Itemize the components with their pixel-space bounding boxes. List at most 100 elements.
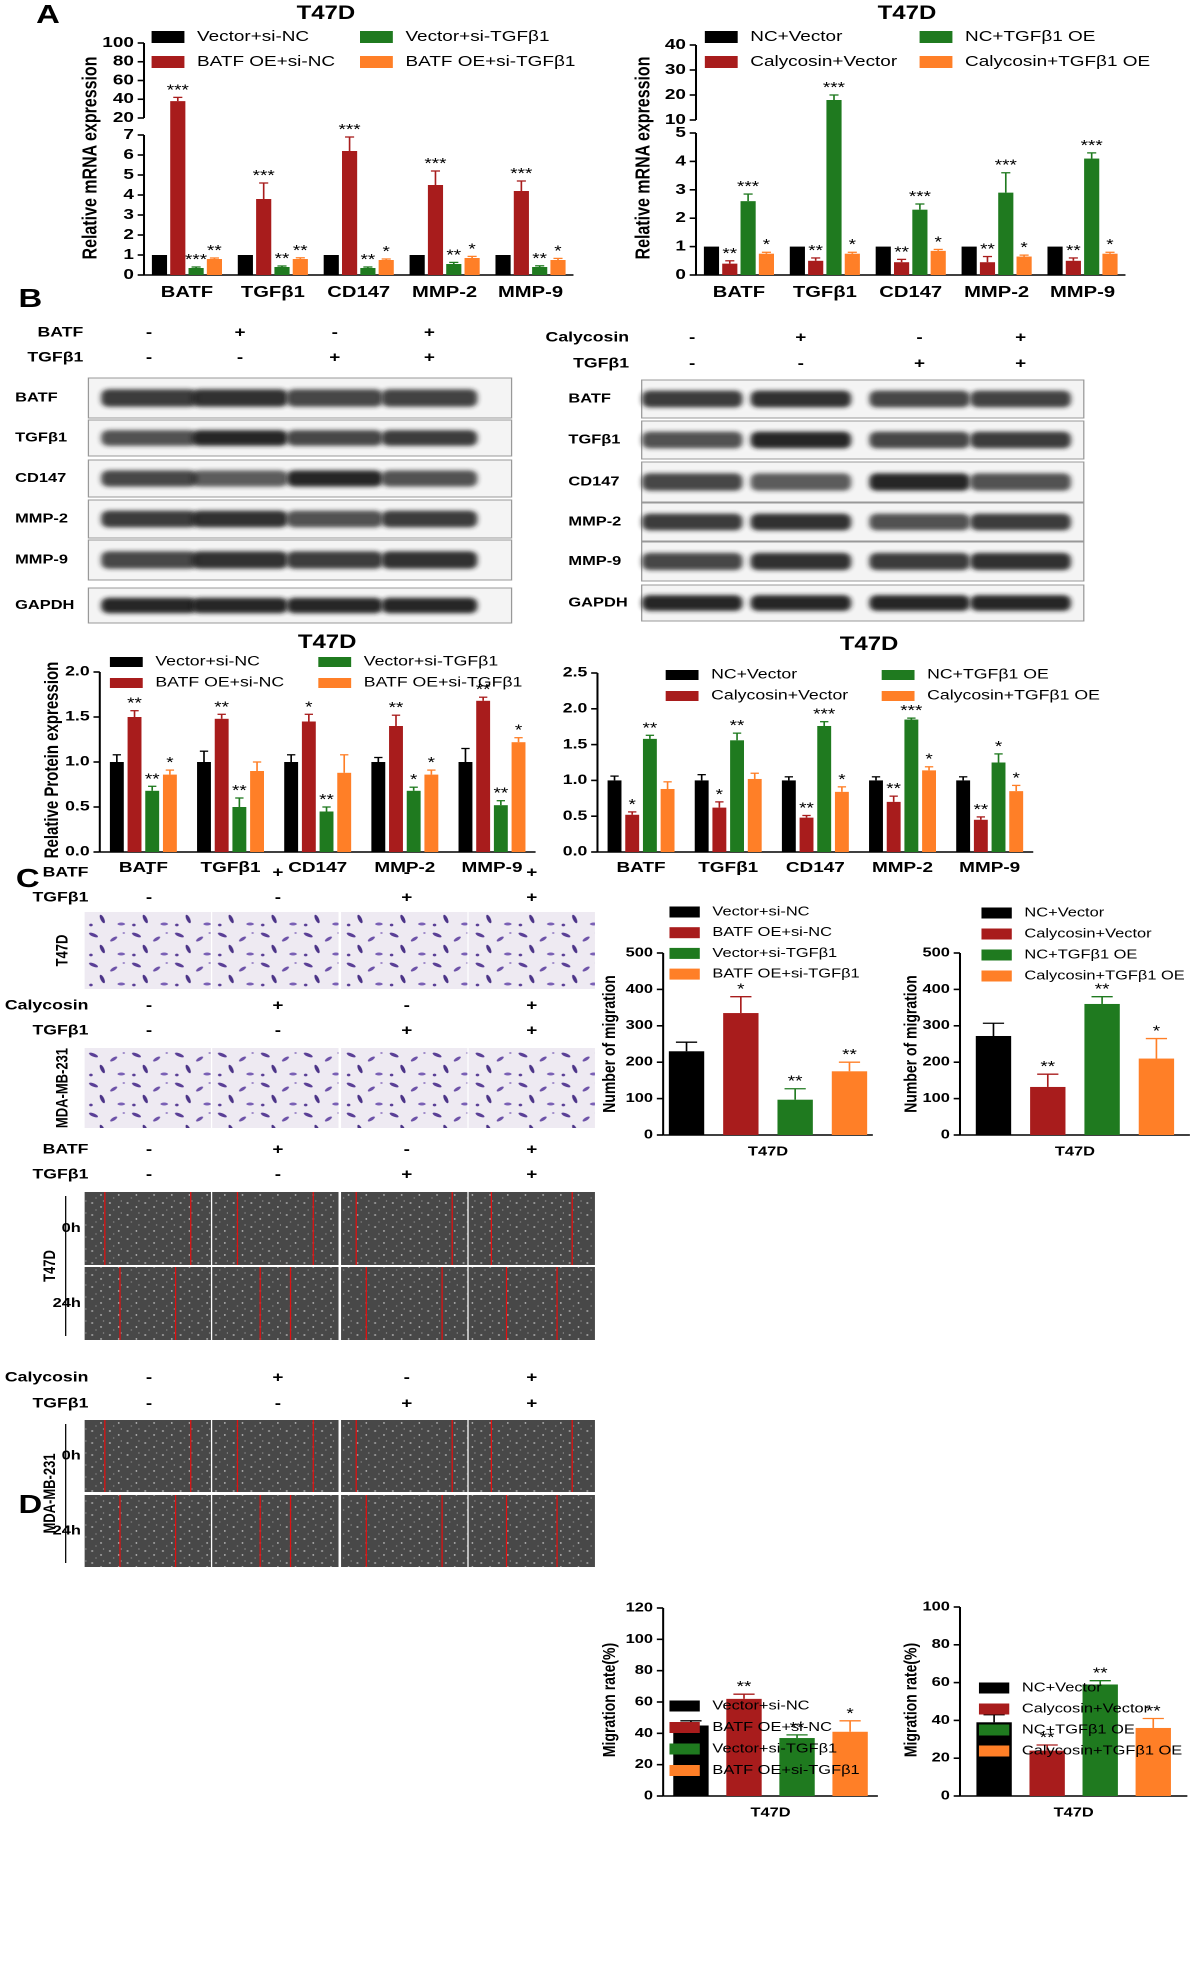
legend-swatch (919, 31, 953, 43)
condition-sign: + (401, 1022, 412, 1039)
condition-label: BATF (43, 865, 89, 880)
x-tick-label: TGFβ1 (241, 283, 305, 301)
y-tick-label: 7 (123, 126, 134, 143)
condition-sign: - (237, 349, 243, 366)
blot-band (101, 470, 197, 487)
legend-label: BATF OE+si-NC (197, 53, 335, 70)
condition-sign: + (272, 864, 283, 881)
bar (188, 268, 204, 275)
condition-sign: - (404, 1369, 410, 1386)
blot-label: TGFβ1 (568, 433, 620, 447)
bar (1135, 1727, 1171, 1796)
legend-swatch (704, 31, 738, 43)
legend-label: Calycosin+TGFβ1 OE (965, 53, 1150, 70)
legend-swatch (981, 970, 1012, 982)
blot-band (970, 552, 1071, 571)
y-axis-label: Migration rate(%) (902, 1643, 921, 1757)
bar (894, 262, 910, 275)
significance-label: *** (900, 702, 923, 719)
significance-label: ** (980, 240, 995, 257)
significance-label: ** (1095, 980, 1110, 997)
blot-band (286, 389, 383, 407)
time-label: 0h (62, 1449, 81, 1463)
blot-band (286, 551, 383, 569)
blot-band (286, 510, 383, 528)
blot-band (381, 389, 478, 407)
significance-label: ** (788, 1073, 803, 1090)
bar (799, 817, 814, 852)
y-tick-label: 1.5 (65, 709, 90, 724)
bar (292, 259, 308, 275)
bar (781, 780, 796, 852)
bar (991, 762, 1006, 852)
y-tick-label: 80 (635, 1664, 653, 1678)
x-tick-label: T47D (750, 1806, 790, 1820)
legend-label: Vector+si-TGFβ1 (364, 654, 499, 669)
blot-band (192, 470, 288, 487)
condition-sign: - (275, 1166, 281, 1183)
x-tick-label: MMP-2 (872, 859, 933, 876)
x-tick-label: MMP-9 (1050, 283, 1115, 301)
bar (550, 260, 566, 275)
blot-band (642, 431, 743, 449)
bar (1009, 791, 1024, 852)
y-axis-label: Number of migration (902, 975, 921, 1113)
transwell-micrograph (84, 912, 211, 989)
significance-label: * (925, 751, 933, 768)
significance-label: * (1106, 236, 1114, 253)
legend-label: NC+TGFβ1 OE (1024, 948, 1137, 962)
bar (342, 151, 358, 275)
blot-band (192, 430, 288, 446)
legend-label: BATF OE+si-TGFβ1 (405, 53, 575, 70)
legend-label: Calycosin+Vector (1022, 1702, 1149, 1716)
bar (1047, 246, 1063, 275)
blot-band (381, 597, 478, 614)
y-tick-label: 30 (665, 61, 686, 78)
blot-label: MMP-2 (568, 515, 621, 529)
wound-micrograph (341, 1420, 468, 1492)
significance-label: ** (973, 801, 988, 818)
chart-title: T47D (298, 630, 357, 652)
y-tick-label: 200 (923, 1055, 950, 1069)
blot-band (750, 473, 852, 491)
condition-label: TGFβ1 (32, 1167, 88, 1182)
condition-sign: - (798, 355, 804, 372)
condition-sign: + (272, 1369, 283, 1386)
x-tick-label: BATF (161, 283, 213, 301)
legend-swatch (978, 1682, 1010, 1694)
condition-sign: - (146, 1166, 152, 1183)
y-tick-label: 300 (626, 1019, 653, 1033)
legend-swatch (981, 907, 1012, 919)
significance-label: ** (808, 242, 823, 259)
bar (371, 762, 386, 852)
x-tick-label: BATF (713, 283, 765, 301)
chart-title: T47D (297, 1, 356, 23)
bar (1030, 1086, 1066, 1135)
bar (607, 780, 622, 852)
significance-label: ** (1093, 1665, 1108, 1682)
condition-sign: + (526, 1395, 537, 1412)
wound-micrograph (84, 1495, 211, 1567)
significance-label: ** (730, 717, 745, 734)
legend-label: NC+Vector (711, 667, 798, 682)
bar (406, 790, 421, 852)
significance-label: ** (293, 242, 308, 259)
bar (1065, 260, 1081, 275)
blot-band (869, 552, 970, 571)
legend-label: Calycosin+Vector (750, 53, 897, 70)
blot-band (101, 389, 197, 407)
y-tick-label: 6 (123, 146, 134, 163)
significance-label: *** (167, 81, 190, 98)
bar (817, 725, 832, 852)
significance-label: * (1020, 239, 1028, 256)
significance-label: * (838, 771, 846, 788)
legend-label: Vector+si-NC (197, 28, 309, 45)
blot-band (750, 390, 852, 408)
condition-label: Calycosin (546, 330, 629, 345)
condition-sign: - (146, 889, 152, 906)
bar (979, 262, 996, 275)
x-tick-label: TGFβ1 (201, 859, 262, 876)
bar (844, 253, 860, 275)
condition-sign: - (404, 1141, 410, 1158)
legend-swatch (318, 657, 352, 667)
